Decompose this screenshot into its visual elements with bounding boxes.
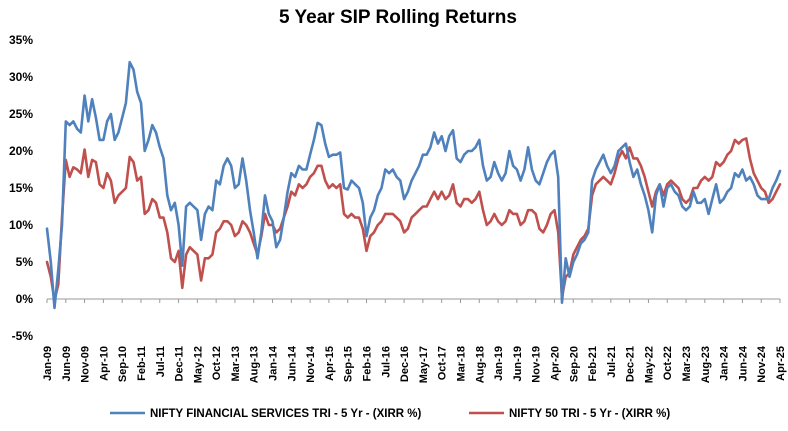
x-tick-label: Feb-21: [587, 346, 599, 381]
legend-label: NIFTY FINANCIAL SERVICES TRI - 5 Yr - (X…: [150, 408, 422, 420]
x-tick-label: Mar-23: [681, 346, 693, 381]
x-tick-label: Apr-15: [324, 346, 336, 381]
x-tick-label: Jun-19: [512, 346, 524, 381]
x-tick-label: Jun-24: [737, 345, 749, 381]
x-tick-label: Mar-18: [455, 346, 467, 381]
x-tick-label: Nov-24: [756, 345, 768, 383]
series-line-nifty-financial-services: [45, 60, 782, 310]
y-tick-label: 0%: [16, 292, 34, 306]
x-tick-label: Jan-09: [42, 346, 54, 381]
x-tick-label: May-17: [418, 346, 430, 383]
legend: NIFTY FINANCIAL SERVICES TRI - 5 Yr - (X…: [110, 408, 670, 420]
y-tick-label: 35%: [9, 33, 33, 47]
x-tick-label: Feb-11: [136, 346, 148, 381]
x-tick-label: Jul-16: [380, 346, 392, 378]
series-layer: [45, 60, 782, 310]
y-tick-label: 15%: [9, 181, 33, 195]
chart-title: 5 Year SIP Rolling Returns: [279, 7, 517, 28]
x-tick-label: Aug-23: [700, 346, 712, 383]
x-tick-label: Dec-11: [174, 346, 186, 381]
series-line-nifty-50: [45, 137, 782, 302]
x-tick-label: Sep-20: [568, 346, 580, 382]
x-tick-label: Aug-18: [474, 346, 486, 383]
x-tick-label: Apr-25: [775, 346, 787, 381]
x-tick-label: Nov-09: [80, 346, 92, 383]
x-tick-label: Jul-21: [606, 346, 618, 378]
x-tick-label: Apr-10: [98, 346, 110, 381]
x-tick-label: Jan-19: [493, 346, 505, 381]
x-tick-label: Jul-11: [155, 346, 167, 377]
x-tick-label: May-12: [192, 346, 204, 383]
x-tick-label: Jan-24: [719, 345, 731, 381]
legend-label: NIFTY 50 TRI - 5 Yr - (XIRR %): [509, 408, 670, 420]
x-tick-label: Feb-16: [362, 346, 374, 381]
x-tick-label: Oct-12: [211, 346, 223, 380]
x-tick-label: Nov-19: [531, 346, 543, 383]
x-tick-label: Nov-14: [305, 345, 317, 383]
x-tick-label: Aug-13: [249, 346, 261, 383]
x-tick-label: Oct-17: [437, 346, 449, 380]
y-tick-label: 5%: [16, 255, 34, 269]
x-tick-label: Jun-09: [61, 346, 73, 381]
y-tick-label: 30%: [9, 70, 33, 84]
x-tick-label: Dec-16: [399, 346, 411, 382]
x-tick-label: Dec-21: [625, 346, 637, 382]
y-tick-label: 10%: [9, 218, 33, 232]
y-tick-label: 20%: [9, 144, 33, 158]
x-tick-label: Sep-10: [117, 346, 129, 382]
x-tick-label: Mar-13: [230, 346, 242, 381]
y-tick-label: -5%: [12, 329, 34, 343]
x-tick-label: Jan-14: [268, 345, 280, 381]
x-tick-label: Apr-20: [549, 346, 561, 381]
y-axis: -5% 0% 5% 10% 15% 20% 25% 30% 35%: [9, 33, 33, 343]
x-tick-label: Oct-22: [662, 346, 674, 380]
x-tick-label: Jun-14: [286, 345, 298, 381]
y-tick-label: 25%: [9, 107, 33, 121]
x-tick-label: Sep-15: [343, 346, 355, 382]
x-axis: Jan-09 Jun-09 Nov-09 Apr-10 Sep-10 Feb-11 Jul-…: [42, 298, 787, 383]
x-tick-label: May-22: [643, 346, 655, 383]
